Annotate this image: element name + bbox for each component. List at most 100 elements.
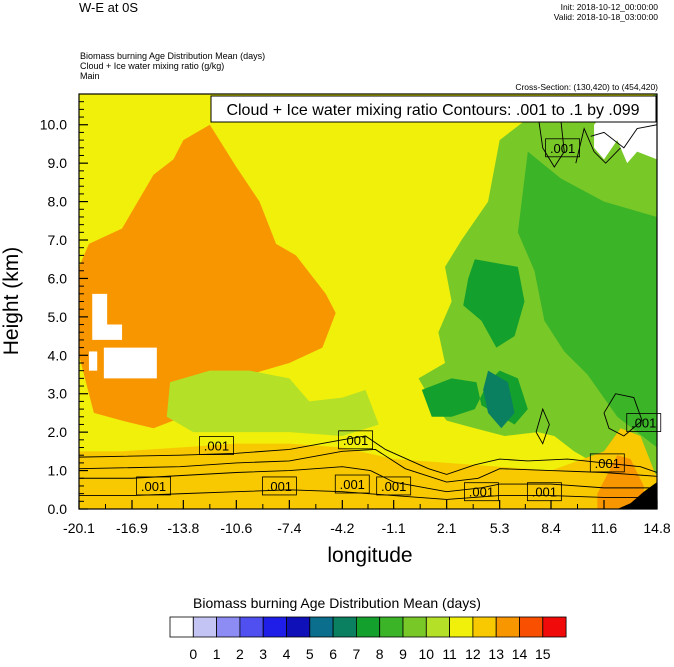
colorbar-swatch xyxy=(495,616,520,638)
svg-text:.001: .001 xyxy=(381,479,406,494)
colorbar-label: 14 xyxy=(512,646,528,662)
colorbar-swatch xyxy=(402,616,427,638)
contour-line-3 xyxy=(79,489,657,500)
x-tick-label: 11.6 xyxy=(591,520,617,536)
colorbar-label: 13 xyxy=(488,646,504,662)
svg-text:.001: .001 xyxy=(595,456,620,471)
region-eastern-age-8 xyxy=(517,151,657,448)
region-terrain xyxy=(617,482,657,509)
contour-line-4 xyxy=(590,124,657,149)
x-tick-label: 2.1 xyxy=(437,520,457,536)
contour-label-3: .001 xyxy=(626,413,662,432)
svg-text:.001: .001 xyxy=(204,439,229,454)
colorbar-label: 2 xyxy=(236,646,244,662)
svg-text:.001: .001 xyxy=(343,433,368,448)
colorbar-swatch xyxy=(355,616,381,638)
contour-label-5: .001 xyxy=(136,476,171,496)
x-tick-label: -10.6 xyxy=(220,520,252,536)
colorbar-swatch xyxy=(449,616,474,638)
filled-regions xyxy=(79,94,657,509)
region-mid-age-10 xyxy=(166,370,379,436)
colorbar-label: 11 xyxy=(442,646,457,662)
y-tick-label: 7.0 xyxy=(48,232,68,248)
svg-text:.001: .001 xyxy=(267,479,292,494)
field3-label: Main xyxy=(80,71,100,81)
colorbar-label: 4 xyxy=(283,646,291,662)
svg-text:.001: .001 xyxy=(550,141,575,156)
contour-labels: .001 .001 .001 .001 .001 .001 .001 .001 .001 .001… xyxy=(136,138,662,502)
colorbar-swatch xyxy=(169,616,194,638)
colorbar-label: 12 xyxy=(465,646,481,662)
contour-label-7: .001 xyxy=(334,474,370,494)
x-tick-label: -7.4 xyxy=(277,520,301,536)
colorbar: 0 1 2 3 4 5 6 7 8 9 10 11 12 13 14 15 xyxy=(169,616,567,662)
region-missing-d xyxy=(594,113,657,164)
svg-text:.001: .001 xyxy=(631,416,656,431)
y-tick-label: 8.0 xyxy=(48,194,68,210)
contour-line-0 xyxy=(79,435,657,475)
x-tick-label: 8.4 xyxy=(541,520,561,536)
cross-section-label: Cross-Section: (130,420) to (454,420) xyxy=(515,82,658,92)
init-time: Init: 2018-10-12_00:00:00 xyxy=(560,2,658,12)
colorbar-swatch xyxy=(332,616,357,638)
region-missing-b xyxy=(103,347,157,379)
colorbar-label: 6 xyxy=(329,646,337,662)
x-tick-label: -1.1 xyxy=(382,520,406,536)
colorbar-title: Biomass burning Age Distribution Mean (d… xyxy=(193,595,481,611)
contour-legend-text: Cloud + Ice water mixing ratio Contours:… xyxy=(226,102,639,119)
y-tick-label: 10.0 xyxy=(40,117,67,133)
axes: -20.1 -16.9 -13.8 -10.6 -7.4 -4.2 -1.1 2.1 5.3 8.… xyxy=(40,101,671,536)
y-tick-label: 0.0 xyxy=(48,501,68,517)
colorbar-label: 15 xyxy=(535,646,551,662)
colorbar-swatch xyxy=(192,616,218,638)
contour-label-0: .001 xyxy=(545,138,580,158)
colorbar-swatch xyxy=(309,616,334,638)
contour-line-7 xyxy=(603,393,643,437)
svg-text:.001: .001 xyxy=(141,479,166,494)
colorbar-label: 10 xyxy=(419,646,435,662)
contour-label-4: .001 xyxy=(589,453,625,473)
region-core-age-7 xyxy=(463,259,525,348)
y-tick-label: 6.0 xyxy=(48,270,68,286)
y-tick-label: 2.0 xyxy=(48,424,68,440)
colorbar-swatch xyxy=(216,616,241,638)
region-core-age-6 xyxy=(483,370,515,429)
colorbar-label: 5 xyxy=(306,646,314,662)
svg-text:.001: .001 xyxy=(532,485,557,500)
colorbar-swatch xyxy=(286,616,311,638)
y-tick-label: 5.0 xyxy=(48,309,68,325)
main-title: W-E at 0S xyxy=(79,0,139,15)
valid-time: Valid: 2018-10-18_03:00:00 xyxy=(553,12,658,22)
y-tick-label: 4.0 xyxy=(48,347,68,363)
contour-label-2: .001 xyxy=(338,430,373,450)
contour-label-6: .001 xyxy=(261,476,297,496)
contour-label-8: .001 xyxy=(376,476,412,496)
colorbar-label: 8 xyxy=(376,646,384,662)
contour-label-10: .001 xyxy=(526,482,562,502)
field1-label: Biomass burning Age Distribution Mean (d… xyxy=(80,51,266,61)
x-tick-label: 14.8 xyxy=(643,520,670,536)
colorbar-label: 3 xyxy=(259,646,267,662)
region-surface-age-12 xyxy=(79,428,657,509)
colorbar-swatch xyxy=(472,616,497,638)
colorbar-swatch xyxy=(262,616,287,638)
colorbar-swatch xyxy=(425,616,450,638)
colorbar-swatch xyxy=(542,616,567,638)
contour-label-1: .001 xyxy=(199,436,234,455)
x-tick-label: -16.9 xyxy=(116,520,148,536)
colorbar-swatch xyxy=(239,616,264,638)
y-tick-label: 3.0 xyxy=(48,386,68,402)
region-surface-age-13 xyxy=(597,455,644,509)
contour-label-9: .001 xyxy=(464,482,499,502)
colorbar-label: 1 xyxy=(213,646,221,662)
contour-lines xyxy=(79,113,657,500)
colorbar-label: 7 xyxy=(353,646,361,662)
x-tick-label: -13.8 xyxy=(167,520,199,536)
field2-label: Cloud + Ice water mixing ratio (g/kg) xyxy=(80,61,225,71)
svg-text:.001: .001 xyxy=(340,477,365,492)
x-tick-label: 5.3 xyxy=(490,520,510,536)
contour-line-2 xyxy=(79,466,657,493)
colorbar-label: 9 xyxy=(399,646,407,662)
colorbar-swatch xyxy=(519,616,544,638)
